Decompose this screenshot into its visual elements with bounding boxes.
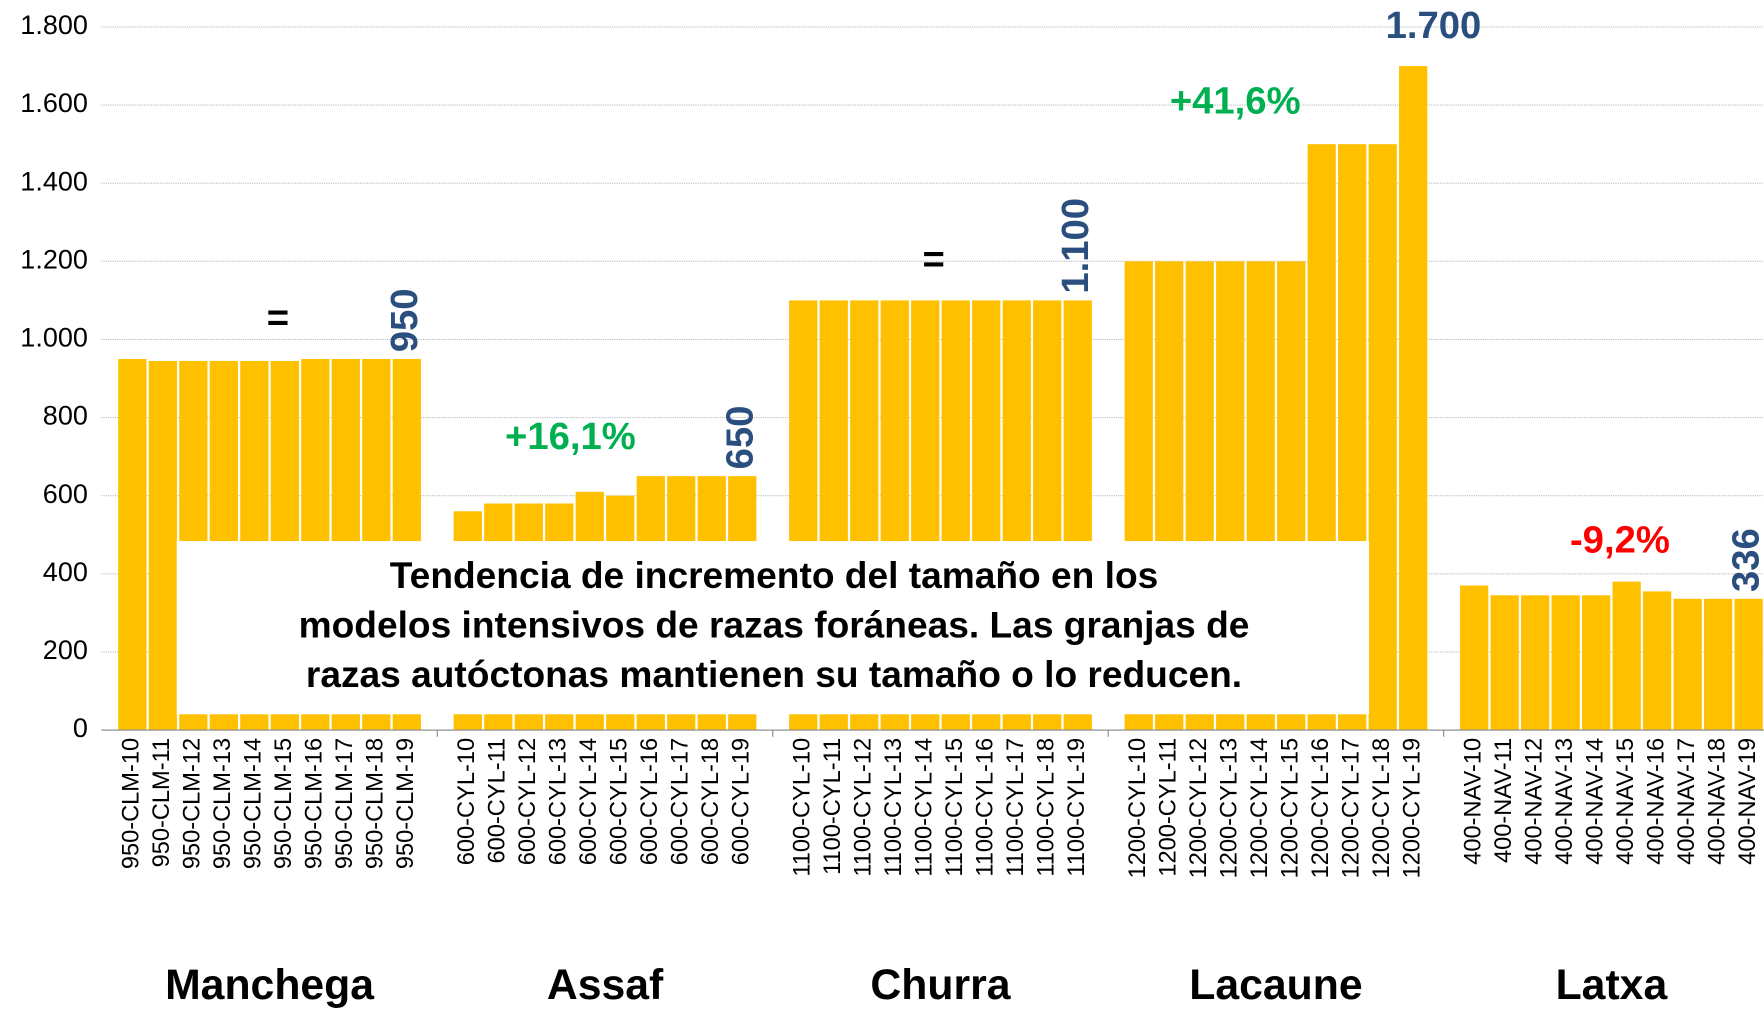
x-tick-label: 600-CYL-16 xyxy=(637,738,663,865)
x-tick-label: 1100-CYL-13 xyxy=(881,738,907,877)
x-tick-label: 400-NAV-15 xyxy=(1613,738,1639,865)
x-tick-label: 400-NAV-18 xyxy=(1704,738,1730,865)
x-tick-label: 600-CYL-10 xyxy=(454,738,480,865)
bar xyxy=(148,360,177,731)
x-tick-label: 1200-CYL-16 xyxy=(1308,738,1334,878)
x-tick-label: 400-NAV-13 xyxy=(1552,738,1578,865)
x-tick-label: 600-CYL-12 xyxy=(515,738,541,865)
annotation: -9,2% xyxy=(1570,518,1670,561)
x-tick-label: 1200-CYL-18 xyxy=(1369,738,1395,878)
x-tick-label: 1100-CYL-19 xyxy=(1064,738,1090,877)
group-label: Manchega xyxy=(165,961,375,1009)
y-tick-label: 1.000 xyxy=(20,323,88,353)
x-tick-label: 400-NAV-11 xyxy=(1491,738,1517,863)
group-label: Churra xyxy=(870,961,1011,1009)
x-tick-label: 1200-CYL-13 xyxy=(1216,738,1242,878)
x-tick-label: 1100-CYL-17 xyxy=(1003,738,1029,877)
y-tick-label: 0 xyxy=(73,713,88,743)
x-tick-label: 600-CYL-18 xyxy=(698,738,724,865)
x-tick-label: 950-CLM-15 xyxy=(271,738,297,869)
y-tick-label: 400 xyxy=(43,557,88,587)
x-tick-label: 950-CLM-18 xyxy=(363,738,389,869)
x-tick-label: 1200-CYL-12 xyxy=(1186,738,1212,878)
x-tick-label: 600-CYL-17 xyxy=(668,738,694,865)
x-tick-label: 1100-CYL-10 xyxy=(789,738,815,877)
group-label: Assaf xyxy=(547,961,664,1009)
x-tick-label: 1200-CYL-19 xyxy=(1399,738,1425,878)
note-box xyxy=(176,541,1370,715)
y-tick-label: 1.200 xyxy=(20,244,88,274)
note-text: modelos intensivos de razas foráneas. La… xyxy=(299,603,1250,645)
x-tick-label: 1200-CYL-15 xyxy=(1277,738,1303,878)
x-tick-label: 950-CLM-11 xyxy=(149,738,175,867)
value-label: 950 xyxy=(383,288,426,352)
bar xyxy=(1521,595,1550,731)
y-tick-label: 1.800 xyxy=(20,10,88,40)
value-label: 1.100 xyxy=(1054,198,1097,294)
annotation: = xyxy=(923,238,945,281)
x-tick-label: 400-NAV-16 xyxy=(1643,738,1669,865)
y-tick-label: 1.400 xyxy=(20,166,88,196)
bar xyxy=(1551,595,1580,731)
x-tick-label: 400-NAV-17 xyxy=(1674,738,1700,865)
annotation: +41,6% xyxy=(1170,80,1301,123)
x-tick-label: 600-CYL-19 xyxy=(729,738,755,865)
x-tick-label: 950-CLM-10 xyxy=(119,738,145,869)
x-tick-label: 950-CLM-12 xyxy=(180,738,206,869)
x-tick-label: 950-CLM-14 xyxy=(241,738,267,869)
value-label: 650 xyxy=(718,406,761,470)
x-tick-label: 400-NAV-12 xyxy=(1521,738,1547,865)
note-text: Tendencia de incremento del tamaño en lo… xyxy=(390,554,1158,596)
y-tick-label: 1.600 xyxy=(20,88,88,118)
x-tick-label: 1200-CYL-11 xyxy=(1155,738,1181,877)
x-tick-label: 1200-CYL-10 xyxy=(1125,738,1151,878)
x-tick-label: 1100-CYL-15 xyxy=(942,738,968,877)
x-tick-label: 950-CLM-19 xyxy=(393,738,419,869)
x-tick-label: 1100-CYL-18 xyxy=(1033,738,1059,877)
bar xyxy=(1460,585,1489,731)
annotation: = xyxy=(267,297,289,340)
x-tick-label: 950-CLM-17 xyxy=(332,738,358,869)
y-tick-label: 200 xyxy=(43,635,88,665)
x-tick-label: 600-CYL-15 xyxy=(607,738,633,865)
x-tick-label: 1100-CYL-11 xyxy=(820,738,846,875)
x-tick-label: 400-NAV-10 xyxy=(1460,738,1486,865)
x-tick-label: 1100-CYL-14 xyxy=(911,738,937,877)
bar xyxy=(1399,66,1428,731)
x-tick-label: 400-NAV-19 xyxy=(1735,738,1761,865)
x-tick-label: 1200-CYL-17 xyxy=(1338,738,1364,878)
bar xyxy=(118,358,147,731)
bar xyxy=(1368,144,1397,731)
value-label: 336 xyxy=(1725,528,1764,592)
bar xyxy=(1490,595,1519,731)
annotation: +16,1% xyxy=(505,415,636,458)
bar xyxy=(1612,581,1641,731)
value-label: 1.700 xyxy=(1386,4,1482,47)
x-tick-label: 1100-CYL-16 xyxy=(972,738,998,877)
x-tick-label: 400-NAV-14 xyxy=(1582,738,1608,865)
bar xyxy=(1643,591,1672,731)
x-tick-label: 600-CYL-13 xyxy=(546,738,572,865)
group-label: Latxa xyxy=(1556,961,1669,1009)
y-tick-label: 600 xyxy=(43,479,88,509)
x-tick-label: 950-CLM-16 xyxy=(302,738,328,869)
x-tick-label: 950-CLM-13 xyxy=(210,738,236,869)
y-tick-label: 800 xyxy=(43,401,88,431)
bar xyxy=(1734,598,1763,731)
x-tick-label: 600-CYL-14 xyxy=(576,738,602,865)
x-tick-label: 1200-CYL-14 xyxy=(1247,738,1273,878)
x-tick-label: 1100-CYL-12 xyxy=(850,738,876,877)
bar xyxy=(1582,595,1611,731)
x-tick-label: 600-CYL-11 xyxy=(485,738,511,864)
note-text: razas autóctonas mantienen su tamaño o l… xyxy=(306,653,1242,695)
bar xyxy=(1673,598,1702,731)
group-label: Lacaune xyxy=(1189,961,1362,1009)
bar xyxy=(1704,598,1733,731)
